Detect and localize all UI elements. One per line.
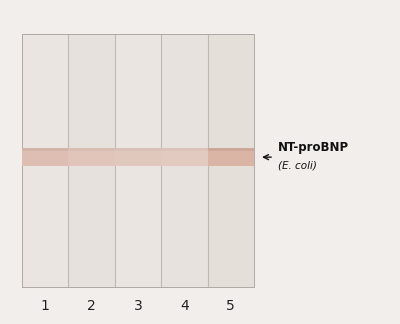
Bar — [115, 34, 161, 287]
Bar — [68, 148, 115, 166]
Bar — [115, 148, 161, 151]
Text: 2: 2 — [87, 299, 96, 313]
Bar — [22, 148, 254, 166]
Bar — [161, 34, 208, 287]
Bar — [68, 34, 115, 287]
Bar — [161, 148, 208, 151]
Bar — [208, 34, 254, 287]
Text: (E. coli): (E. coli) — [278, 161, 317, 171]
Bar — [22, 148, 68, 166]
Bar — [115, 148, 161, 166]
Text: 4: 4 — [180, 299, 189, 313]
Bar — [22, 34, 68, 287]
Text: NT-proBNP: NT-proBNP — [278, 141, 349, 154]
Bar — [208, 148, 254, 151]
Bar — [68, 148, 115, 151]
Text: 1: 1 — [41, 299, 50, 313]
Bar — [22, 34, 254, 287]
Bar — [22, 148, 68, 151]
Bar — [161, 148, 208, 166]
Text: 3: 3 — [134, 299, 142, 313]
Text: 5: 5 — [226, 299, 235, 313]
Bar — [208, 148, 254, 166]
